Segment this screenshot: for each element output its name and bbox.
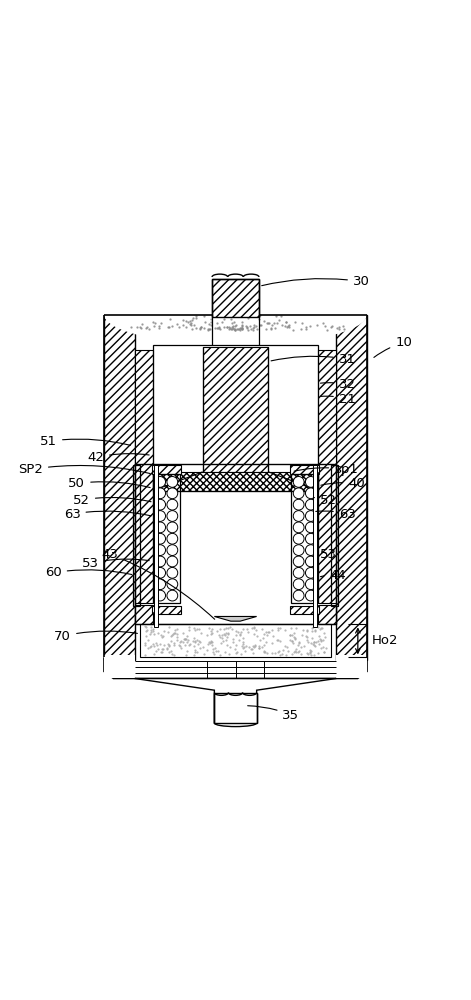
- Bar: [290, 465, 319, 474]
- Circle shape: [306, 579, 316, 590]
- Circle shape: [306, 590, 316, 601]
- Bar: [153, 474, 179, 603]
- Bar: [336, 662, 367, 678]
- Circle shape: [293, 590, 304, 601]
- Bar: [104, 662, 135, 678]
- Circle shape: [155, 579, 165, 590]
- Bar: [135, 350, 154, 603]
- Text: 35: 35: [248, 706, 300, 722]
- Circle shape: [306, 567, 316, 578]
- Circle shape: [155, 533, 165, 544]
- Circle shape: [293, 567, 304, 578]
- Text: 32: 32: [320, 378, 356, 391]
- Bar: [140, 624, 331, 657]
- Text: 53: 53: [320, 548, 337, 561]
- Circle shape: [167, 522, 178, 533]
- Circle shape: [306, 556, 316, 567]
- Bar: [331, 465, 338, 606]
- Bar: [313, 465, 317, 627]
- Circle shape: [167, 590, 178, 601]
- Circle shape: [306, 545, 316, 556]
- Circle shape: [167, 533, 178, 544]
- Bar: [154, 472, 317, 491]
- Circle shape: [306, 477, 316, 487]
- Circle shape: [167, 499, 178, 510]
- Circle shape: [306, 522, 316, 533]
- Bar: [336, 315, 367, 660]
- Text: 30: 30: [262, 275, 370, 288]
- Circle shape: [293, 579, 304, 590]
- Circle shape: [155, 556, 165, 567]
- Text: 51: 51: [40, 435, 130, 448]
- Text: sp1: sp1: [294, 463, 358, 476]
- Text: 43: 43: [101, 548, 215, 619]
- Circle shape: [155, 488, 165, 499]
- Circle shape: [155, 567, 165, 578]
- Bar: [214, 693, 257, 723]
- Ellipse shape: [104, 284, 367, 345]
- Circle shape: [293, 488, 304, 499]
- Text: 70: 70: [54, 630, 138, 643]
- Circle shape: [167, 567, 178, 578]
- Bar: [104, 315, 135, 660]
- Text: 44: 44: [320, 569, 346, 582]
- Bar: [314, 474, 317, 613]
- Bar: [154, 345, 317, 491]
- Text: 53: 53: [82, 557, 149, 570]
- Bar: [152, 465, 181, 474]
- Circle shape: [167, 556, 178, 567]
- Bar: [133, 465, 140, 606]
- Circle shape: [155, 499, 165, 510]
- Text: 21: 21: [320, 393, 356, 406]
- Circle shape: [167, 579, 178, 590]
- Bar: [290, 606, 319, 614]
- Circle shape: [293, 499, 304, 510]
- Text: 31: 31: [271, 353, 356, 366]
- Text: 50: 50: [68, 477, 150, 490]
- Circle shape: [306, 499, 316, 510]
- Bar: [104, 655, 135, 678]
- Bar: [135, 605, 154, 624]
- Text: 42: 42: [87, 451, 149, 464]
- Circle shape: [293, 511, 304, 521]
- Bar: [154, 465, 158, 627]
- Bar: [336, 655, 367, 678]
- Text: 63: 63: [64, 508, 151, 521]
- Circle shape: [293, 533, 304, 544]
- Circle shape: [306, 511, 316, 521]
- Text: 52: 52: [73, 493, 151, 506]
- Polygon shape: [214, 616, 257, 621]
- Circle shape: [155, 545, 165, 556]
- Circle shape: [167, 511, 178, 521]
- Circle shape: [306, 533, 316, 544]
- Circle shape: [167, 477, 178, 487]
- Bar: [135, 464, 336, 624]
- Circle shape: [293, 556, 304, 567]
- Text: Ho2: Ho2: [372, 634, 398, 647]
- Text: 63: 63: [316, 508, 356, 521]
- Bar: [203, 347, 268, 472]
- Text: 52: 52: [314, 493, 337, 506]
- Circle shape: [155, 477, 165, 487]
- Circle shape: [167, 488, 178, 499]
- Text: 10: 10: [374, 336, 412, 357]
- Bar: [317, 350, 336, 603]
- Bar: [154, 474, 157, 613]
- Text: 40: 40: [321, 477, 365, 490]
- Bar: [317, 605, 336, 624]
- Circle shape: [155, 522, 165, 533]
- Bar: [152, 606, 181, 614]
- Text: 60: 60: [45, 566, 132, 579]
- Circle shape: [155, 590, 165, 601]
- Circle shape: [293, 522, 304, 533]
- Bar: [292, 474, 318, 603]
- Circle shape: [306, 488, 316, 499]
- Text: SP2: SP2: [18, 463, 150, 476]
- Bar: [212, 279, 259, 317]
- Circle shape: [293, 545, 304, 556]
- Circle shape: [155, 511, 165, 521]
- Circle shape: [167, 545, 178, 556]
- Circle shape: [293, 477, 304, 487]
